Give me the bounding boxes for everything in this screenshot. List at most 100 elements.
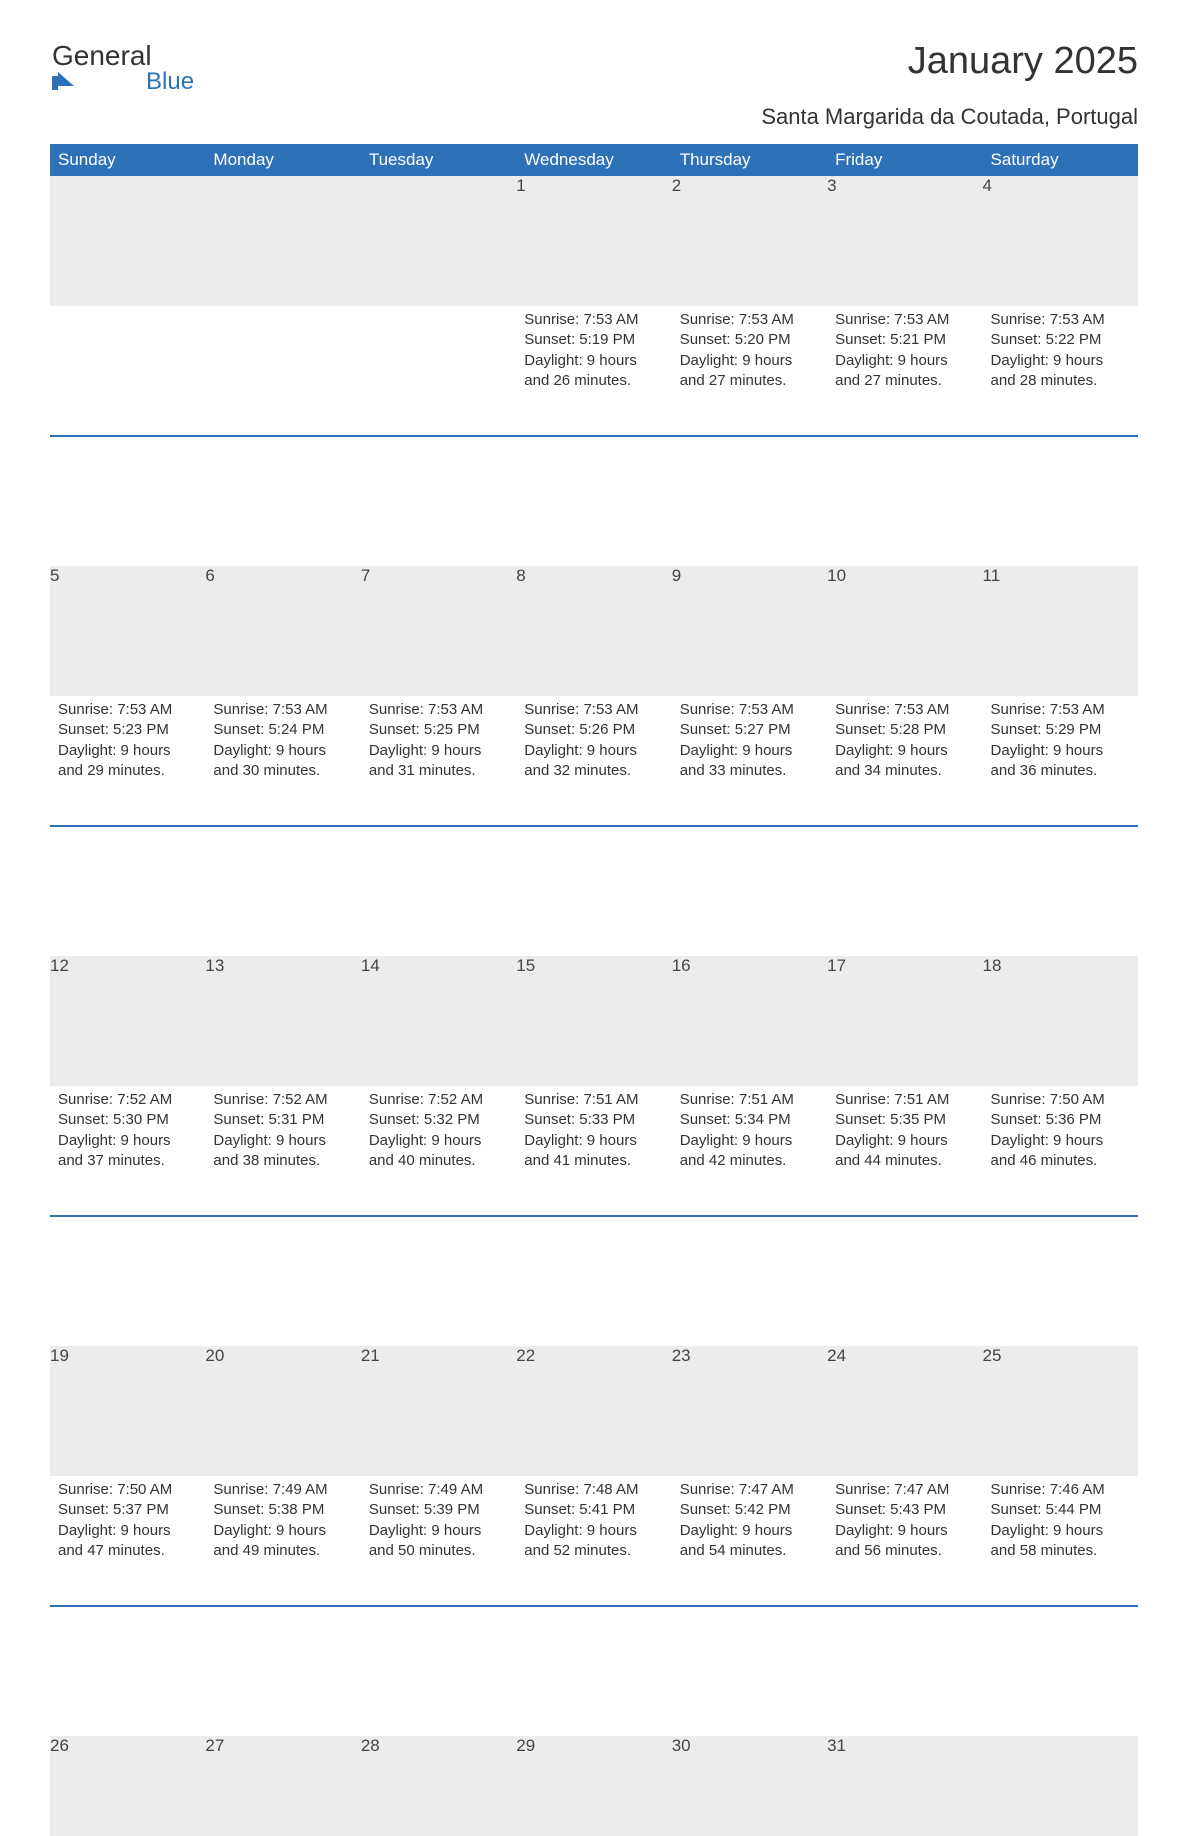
day-detail-line: Sunset: 5:26 PM	[524, 720, 663, 740]
week-separator	[50, 826, 1138, 956]
day-number-cell	[983, 1736, 1138, 1836]
day-detail-line: Sunrise: 7:48 AM	[524, 1480, 663, 1500]
day-detail-line: Sunset: 5:43 PM	[835, 1500, 974, 1520]
day-detail-line: and 50 minutes.	[369, 1541, 508, 1561]
day-cell: Sunrise: 7:53 AMSunset: 5:27 PMDaylight:…	[672, 696, 827, 826]
logo: General Blue	[50, 40, 230, 100]
day-details: Sunrise: 7:51 AMSunset: 5:34 PMDaylight:…	[672, 1086, 827, 1185]
day-cell: Sunrise: 7:53 AMSunset: 5:19 PMDaylight:…	[516, 306, 671, 436]
day-details: Sunrise: 7:51 AMSunset: 5:35 PMDaylight:…	[827, 1086, 982, 1185]
day-detail-line: Sunset: 5:32 PM	[369, 1110, 508, 1130]
day-detail-line: Sunset: 5:39 PM	[369, 1500, 508, 1520]
day-detail-line: Sunset: 5:19 PM	[524, 330, 663, 350]
day-details: Sunrise: 7:48 AMSunset: 5:41 PMDaylight:…	[516, 1476, 671, 1575]
day-cell: Sunrise: 7:53 AMSunset: 5:26 PMDaylight:…	[516, 696, 671, 826]
day-cell	[205, 306, 360, 436]
logo-text-top: General	[52, 40, 152, 72]
day-cell: Sunrise: 7:52 AMSunset: 5:32 PMDaylight:…	[361, 1086, 516, 1216]
day-detail-line: Sunrise: 7:53 AM	[213, 700, 352, 720]
day-body-row: Sunrise: 7:50 AMSunset: 5:37 PMDaylight:…	[50, 1476, 1138, 1606]
day-header: Thursday	[672, 144, 827, 176]
day-detail-line: and 30 minutes.	[213, 761, 352, 781]
flag-icon	[52, 72, 80, 97]
day-detail-line: Daylight: 9 hours	[680, 1131, 819, 1151]
day-cell: Sunrise: 7:53 AMSunset: 5:21 PMDaylight:…	[827, 306, 982, 436]
day-detail-line: Daylight: 9 hours	[835, 351, 974, 371]
day-number-cell: 14	[361, 956, 516, 1086]
day-number-cell: 9	[672, 566, 827, 696]
day-number-cell: 4	[983, 176, 1138, 306]
day-number-row: 567891011	[50, 566, 1138, 696]
day-detail-line: Sunset: 5:28 PM	[835, 720, 974, 740]
day-details: Sunrise: 7:47 AMSunset: 5:43 PMDaylight:…	[827, 1476, 982, 1575]
day-detail-line: Sunset: 5:30 PM	[58, 1110, 197, 1130]
day-cell	[50, 306, 205, 436]
day-number-cell	[205, 176, 360, 306]
day-details: Sunrise: 7:46 AMSunset: 5:44 PMDaylight:…	[983, 1476, 1138, 1575]
day-detail-line: Sunrise: 7:53 AM	[835, 700, 974, 720]
day-number-cell: 27	[205, 1736, 360, 1836]
day-detail-line: Daylight: 9 hours	[835, 1521, 974, 1541]
day-cell: Sunrise: 7:53 AMSunset: 5:20 PMDaylight:…	[672, 306, 827, 436]
day-detail-line: and 36 minutes.	[991, 761, 1130, 781]
day-detail-line: Daylight: 9 hours	[369, 1131, 508, 1151]
day-detail-line: Daylight: 9 hours	[991, 1131, 1130, 1151]
day-number-cell: 21	[361, 1346, 516, 1476]
day-details: Sunrise: 7:53 AMSunset: 5:28 PMDaylight:…	[827, 696, 982, 795]
day-number-cell: 16	[672, 956, 827, 1086]
day-detail-line: Sunrise: 7:53 AM	[680, 700, 819, 720]
day-detail-line: Sunrise: 7:49 AM	[369, 1480, 508, 1500]
day-detail-line: and 34 minutes.	[835, 761, 974, 781]
day-detail-line: and 28 minutes.	[991, 371, 1130, 391]
day-details: Sunrise: 7:53 AMSunset: 5:29 PMDaylight:…	[983, 696, 1138, 795]
day-detail-line: and 52 minutes.	[524, 1541, 663, 1561]
day-detail-line: Daylight: 9 hours	[369, 741, 508, 761]
day-header: Sunday	[50, 144, 205, 176]
day-number-cell: 19	[50, 1346, 205, 1476]
day-detail-line: and 42 minutes.	[680, 1151, 819, 1171]
header: General Blue January 2025	[50, 40, 1138, 100]
day-cell: Sunrise: 7:53 AMSunset: 5:22 PMDaylight:…	[983, 306, 1138, 436]
day-cell: Sunrise: 7:49 AMSunset: 5:39 PMDaylight:…	[361, 1476, 516, 1606]
day-detail-line: Daylight: 9 hours	[991, 741, 1130, 761]
day-cell: Sunrise: 7:49 AMSunset: 5:38 PMDaylight:…	[205, 1476, 360, 1606]
day-cell: Sunrise: 7:53 AMSunset: 5:23 PMDaylight:…	[50, 696, 205, 826]
day-detail-line: Sunset: 5:35 PM	[835, 1110, 974, 1130]
day-detail-line: and 46 minutes.	[991, 1151, 1130, 1171]
day-detail-line: and 49 minutes.	[213, 1541, 352, 1561]
day-detail-line: Daylight: 9 hours	[680, 741, 819, 761]
day-detail-line: Sunrise: 7:53 AM	[991, 310, 1130, 330]
day-detail-line: and 47 minutes.	[58, 1541, 197, 1561]
day-detail-line: and 29 minutes.	[58, 761, 197, 781]
day-number-cell: 20	[205, 1346, 360, 1476]
day-cell: Sunrise: 7:48 AMSunset: 5:41 PMDaylight:…	[516, 1476, 671, 1606]
day-number-cell: 3	[827, 176, 982, 306]
day-number-cell: 11	[983, 566, 1138, 696]
day-cell: Sunrise: 7:47 AMSunset: 5:43 PMDaylight:…	[827, 1476, 982, 1606]
day-detail-line: and 44 minutes.	[835, 1151, 974, 1171]
day-detail-line: Sunrise: 7:53 AM	[991, 700, 1130, 720]
calendar-table: SundayMondayTuesdayWednesdayThursdayFrid…	[50, 144, 1138, 1836]
day-details: Sunrise: 7:51 AMSunset: 5:33 PMDaylight:…	[516, 1086, 671, 1185]
day-detail-line: Sunrise: 7:53 AM	[58, 700, 197, 720]
day-detail-line: Sunset: 5:37 PM	[58, 1500, 197, 1520]
day-detail-line: Daylight: 9 hours	[58, 1131, 197, 1151]
week-separator	[50, 436, 1138, 566]
day-detail-line: and 26 minutes.	[524, 371, 663, 391]
day-number-cell: 28	[361, 1736, 516, 1836]
day-detail-line: Sunset: 5:21 PM	[835, 330, 974, 350]
day-details: Sunrise: 7:53 AMSunset: 5:25 PMDaylight:…	[361, 696, 516, 795]
day-number-cell: 2	[672, 176, 827, 306]
day-header-row: SundayMondayTuesdayWednesdayThursdayFrid…	[50, 144, 1138, 176]
day-number-cell: 29	[516, 1736, 671, 1836]
day-detail-line: and 58 minutes.	[991, 1541, 1130, 1561]
day-number-cell: 18	[983, 956, 1138, 1086]
day-header: Monday	[205, 144, 360, 176]
day-detail-line: Daylight: 9 hours	[991, 351, 1130, 371]
day-number-row: 12131415161718	[50, 956, 1138, 1086]
day-number-cell: 1	[516, 176, 671, 306]
day-detail-line: and 41 minutes.	[524, 1151, 663, 1171]
day-detail-line: Sunset: 5:31 PM	[213, 1110, 352, 1130]
day-cell: Sunrise: 7:46 AMSunset: 5:44 PMDaylight:…	[983, 1476, 1138, 1606]
day-header: Tuesday	[361, 144, 516, 176]
